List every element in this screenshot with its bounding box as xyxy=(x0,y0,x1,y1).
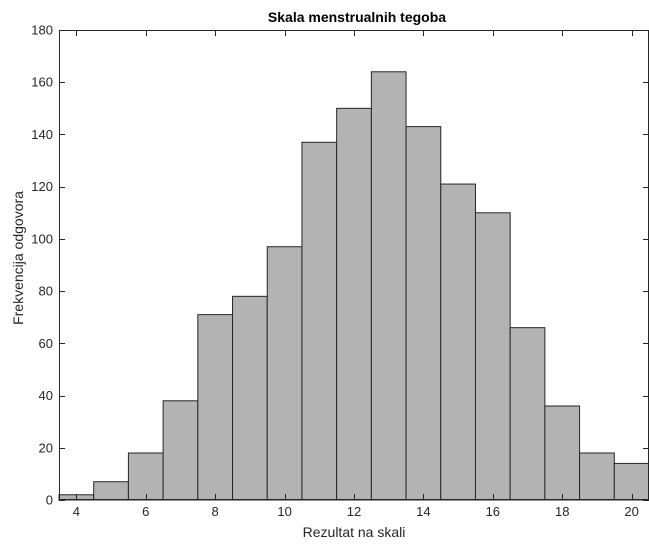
histogram-bar xyxy=(266,246,303,501)
y-tick-label: 20 xyxy=(39,440,53,455)
x-axis: 4 6 8 10 12 14 16 18 20 xyxy=(73,30,639,519)
y-tick-label: 160 xyxy=(31,75,53,90)
x-tick-label: 18 xyxy=(555,504,569,519)
histogram-bar xyxy=(440,183,476,501)
y-axis-label: Frekvencija odgovora xyxy=(10,191,26,325)
histogram-bar xyxy=(405,126,442,501)
x-tick-label: 10 xyxy=(277,504,291,519)
y-axis: 0 20 40 60 80 100 120 140 160 180 xyxy=(31,23,649,508)
y-tick-label: 140 xyxy=(31,127,53,142)
histogram-bar xyxy=(301,141,338,501)
x-tick-label: 12 xyxy=(347,504,361,519)
y-tick-label: 100 xyxy=(31,231,53,246)
histogram-bar xyxy=(474,212,511,501)
x-axis-label: Rezultat na skali xyxy=(303,524,406,540)
histogram-bar xyxy=(370,71,407,501)
x-tick-label: 8 xyxy=(212,504,219,519)
histogram-bar xyxy=(162,400,199,501)
histogram-bar xyxy=(232,295,268,501)
histogram-bar xyxy=(197,314,234,501)
x-tick-label: 4 xyxy=(73,504,80,519)
histogram-bar xyxy=(544,405,581,501)
y-tick-label: 0 xyxy=(46,493,53,508)
x-tick-label: 14 xyxy=(416,504,430,519)
histogram-bar xyxy=(613,462,649,501)
y-tick-label: 60 xyxy=(39,336,53,351)
y-tick-label: 120 xyxy=(31,179,53,194)
y-tick-label: 40 xyxy=(39,388,53,403)
histogram-bar xyxy=(509,327,546,501)
y-tick-label: 180 xyxy=(31,23,53,38)
x-tick-label: 6 xyxy=(142,504,149,519)
y-tick-label: 80 xyxy=(39,284,53,299)
histogram-bar xyxy=(127,452,164,501)
bars-layer xyxy=(58,71,649,501)
histogram-bar xyxy=(579,452,615,501)
histogram-bar xyxy=(93,481,129,501)
x-tick-label: 20 xyxy=(624,504,638,519)
x-tick-label: 16 xyxy=(486,504,500,519)
histogram-bar xyxy=(336,107,372,501)
chart-title: Skala menstrualnih tegoba xyxy=(268,9,446,25)
